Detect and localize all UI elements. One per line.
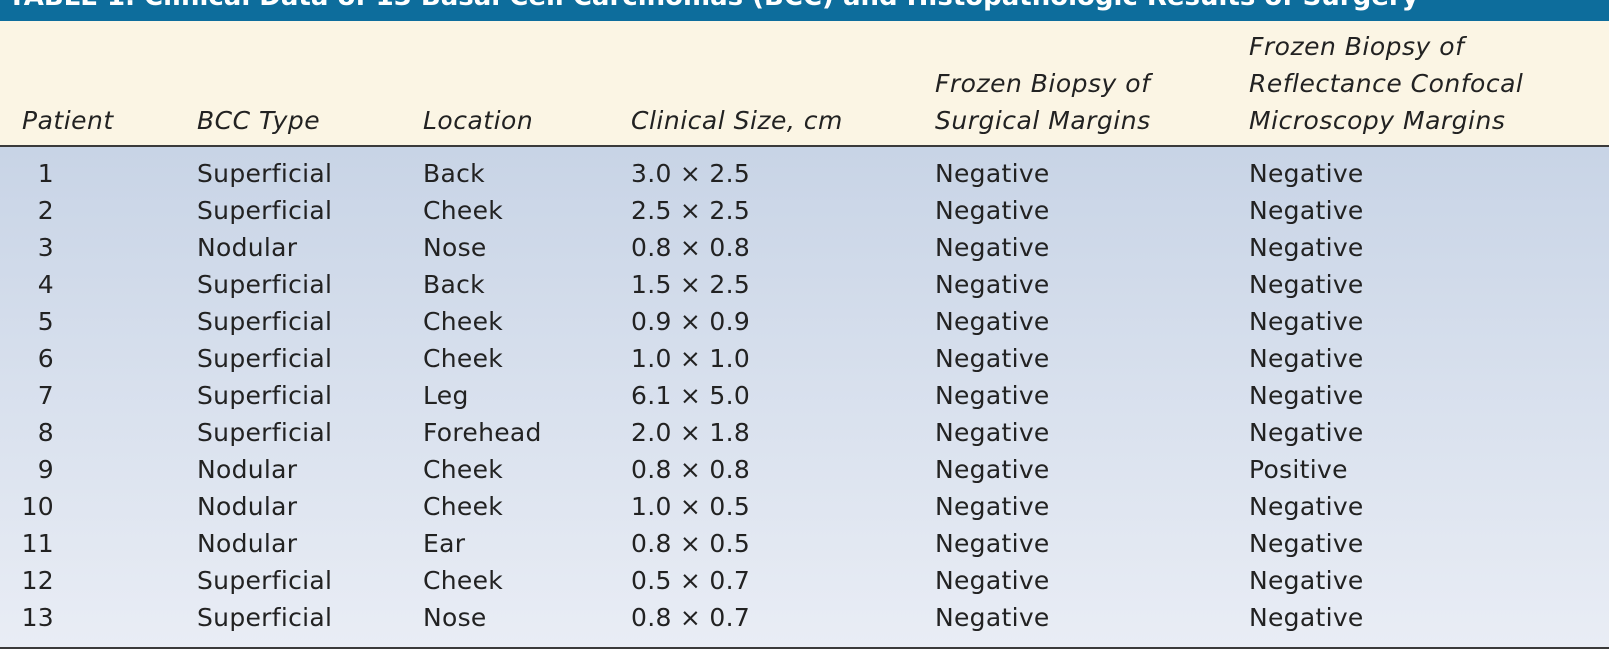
- table-cell: 1.5 × 2.5: [631, 270, 751, 299]
- table-cell: Nodular: [197, 455, 298, 484]
- table-cell: 1.0 × 1.0: [631, 344, 751, 373]
- table-cell: Negative: [935, 603, 1050, 632]
- table-cell: Cheek: [423, 492, 504, 521]
- table-cell: 0.8 × 0.5: [631, 529, 751, 558]
- table-cell: Negative: [1249, 196, 1364, 225]
- table-cell: 10: [21, 492, 54, 521]
- table-cell: 12: [21, 566, 54, 595]
- table-cell: 3: [37, 233, 54, 262]
- table-cell: Negative: [1249, 418, 1364, 447]
- table-cell: Nose: [423, 233, 487, 262]
- table-cell: Forehead: [423, 418, 542, 447]
- table-cell: Cheek: [423, 196, 504, 225]
- table-cell: Leg: [423, 381, 469, 410]
- table-cell: Positive: [1249, 455, 1348, 484]
- table-cell: Negative: [935, 344, 1050, 373]
- table-cell: Negative: [935, 196, 1050, 225]
- table-cell: Negative: [935, 529, 1050, 558]
- table-cell: 2.0 × 1.8: [631, 418, 751, 447]
- table-cell: Negative: [1249, 159, 1364, 188]
- table-cell: 2: [37, 196, 54, 225]
- table-cell: Nodular: [197, 492, 298, 521]
- table-cell: Cheek: [423, 566, 504, 595]
- table-cell: 1.0 × 0.5: [631, 492, 751, 521]
- table-cell: Cheek: [423, 455, 504, 484]
- table-cell: 0.5 × 0.7: [631, 566, 751, 595]
- table-cell: 8: [37, 418, 54, 447]
- table-cell: Negative: [1249, 566, 1364, 595]
- table-cell: 0.8 × 0.8: [631, 455, 751, 484]
- table-cell: Negative: [1249, 529, 1364, 558]
- table-cell: 0.8 × 0.7: [631, 603, 751, 632]
- table-cell: 7: [37, 381, 54, 410]
- table-cell: Superficial: [197, 307, 333, 336]
- table-cell: Negative: [935, 418, 1050, 447]
- table-cell: 0.9 × 0.9: [631, 307, 751, 336]
- table-cell: Superficial: [197, 270, 333, 299]
- table-cell: Superficial: [197, 196, 333, 225]
- table-cell: 9: [37, 455, 54, 484]
- table-cell: Negative: [935, 270, 1050, 299]
- column-header: Clinical Size, cm: [631, 106, 843, 135]
- table-cell: 3.0 × 2.5: [631, 159, 751, 188]
- table-cell: Superficial: [197, 418, 333, 447]
- column-header: Patient: [22, 106, 114, 135]
- table-header: Patient BCC Type Location Clinical Size, cm…: [0, 21, 1609, 147]
- table-title: TABLE 1. Clinical Data of 13 Basal Cell …: [8, 0, 1419, 12]
- table-cell: 6.1 × 5.0: [631, 381, 751, 410]
- table-cell: Cheek: [423, 307, 504, 336]
- table-cell: Superficial: [197, 566, 333, 595]
- table-cell: Negative: [1249, 344, 1364, 373]
- table-cell: Superficial: [197, 159, 333, 188]
- table-cell: Nodular: [197, 529, 298, 558]
- table-cell: Negative: [935, 159, 1050, 188]
- table-cell: Negative: [935, 307, 1050, 336]
- table-cell: Superficial: [197, 381, 333, 410]
- table-cell: 6: [37, 344, 54, 373]
- table-cell: 1: [37, 159, 54, 188]
- column-header: Frozen Biopsy of: [935, 69, 1151, 98]
- table-cell: Negative: [1249, 603, 1364, 632]
- column-header: BCC Type: [197, 106, 321, 135]
- table-cell: Cheek: [423, 344, 504, 373]
- title-bar: TABLE 1. Clinical Data of 13 Basal Cell …: [0, 0, 1609, 21]
- table-cell: Negative: [935, 233, 1050, 262]
- table-cell: Negative: [935, 492, 1050, 521]
- table-body: 1 Superficial Back 3.0 × 2.5 Negative Negativ…: [0, 147, 1609, 649]
- column-header: Surgical Margins: [935, 106, 1151, 135]
- table-cell: Nodular: [197, 233, 298, 262]
- column-header: Frozen Biopsy of: [1249, 32, 1465, 61]
- table-cell: Negative: [1249, 307, 1364, 336]
- table-cell: Negative: [935, 455, 1050, 484]
- column-header: Location: [423, 106, 534, 135]
- table-cell: 4: [37, 270, 54, 299]
- table-cell: Back: [423, 159, 485, 188]
- table-cell: Superficial: [197, 344, 333, 373]
- column-header: Microscopy Margins: [1249, 106, 1506, 135]
- table-cell: Negative: [935, 381, 1050, 410]
- column-header: Reflectance Confocal: [1249, 69, 1524, 98]
- table-cell: 0.8 × 0.8: [631, 233, 751, 262]
- table-cell: Negative: [1249, 233, 1364, 262]
- table-cell: Negative: [1249, 270, 1364, 299]
- table-cell: Nose: [423, 603, 487, 632]
- table-cell: Superficial: [197, 603, 333, 632]
- table-cell: Negative: [1249, 381, 1364, 410]
- table-cell: 11: [21, 529, 54, 558]
- table-cell: Negative: [1249, 492, 1364, 521]
- table-cell: Ear: [423, 529, 466, 558]
- table-cell: 2.5 × 2.5: [631, 196, 751, 225]
- table-cell: Negative: [935, 566, 1050, 595]
- table-cell: 13: [21, 603, 54, 632]
- table-cell: Back: [423, 270, 485, 299]
- table-cell: 5: [37, 307, 54, 336]
